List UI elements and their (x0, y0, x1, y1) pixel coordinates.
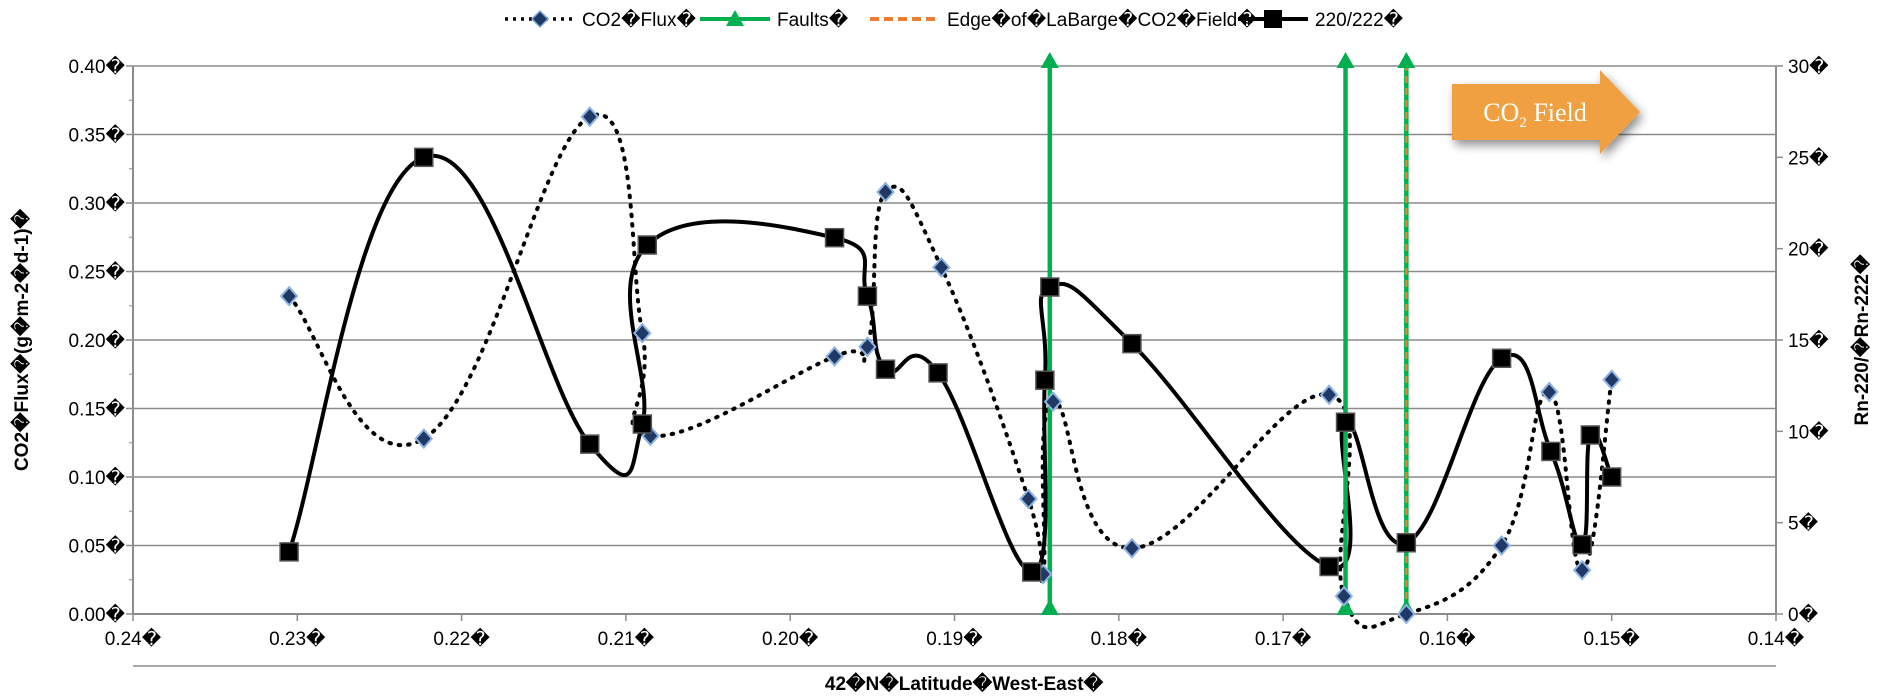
co2-field-label: CO2 Field (1483, 98, 1587, 131)
co2-flux-point (1334, 585, 1354, 607)
x-axis-title: 42�N�Latitude�West-East� (825, 672, 1104, 695)
legend-item-edge: Edge�of�LaBarge�CO2�Field� (870, 8, 1257, 31)
legend-label-edge: Edge�of�LaBarge�CO2�Field� (947, 8, 1257, 31)
x-tick-label: 0.18� (1091, 627, 1148, 650)
co2-flux-point (1539, 381, 1559, 403)
right-y-tick-label: 25� (1788, 146, 1829, 169)
ratio-220-222-point (1035, 370, 1055, 390)
co2-flux-point (858, 336, 877, 358)
ratio-220-222-point (1601, 467, 1622, 487)
ratio-220-222-point (1122, 333, 1142, 354)
x-axis-ticks: 0.24� 0.23� 0.22� 0.21� 0.20� 0.19� 0.18� 0.17�… (105, 614, 1805, 650)
co2-flux-point (1019, 488, 1038, 510)
ratio-220-222-point (1319, 556, 1339, 577)
co2-flux-point (825, 345, 844, 367)
diamond-marker-icon (530, 9, 550, 29)
ratio-220-222-point (1580, 425, 1601, 445)
triangle-marker-icon (726, 10, 744, 26)
co2-flux-point (1492, 534, 1511, 557)
legend-item-220-222: 220/222� (1238, 8, 1404, 31)
co2-flux-point (632, 322, 652, 344)
ratio-220-222-point (580, 434, 600, 454)
right-y-tick-label: 15� (1788, 329, 1829, 352)
co2-flux-point (1572, 559, 1592, 581)
fault-triangle-marker (1336, 599, 1355, 615)
co2-flux-point (876, 181, 895, 203)
ratio-220-222-point (1541, 441, 1561, 462)
co2-field-callout: CO2 Field (1452, 70, 1640, 154)
co2-flux-point (414, 428, 434, 450)
right-y-tick-label: 5� (1788, 512, 1819, 535)
fault-triangle-marker (1040, 599, 1059, 615)
right-y-tick-label: 0� (1788, 603, 1819, 626)
co2-flux-point (279, 285, 299, 307)
legend: CO2�Flux� Faults� Edge�of�LaBarge�CO2�Fi… (505, 8, 1404, 31)
right-y-tick-label: 20� (1788, 238, 1829, 261)
left-y-tick-label: 0.15� (69, 398, 126, 421)
x-tick-label: 0.17� (1255, 627, 1312, 650)
ratio-220-222-point (857, 286, 878, 306)
ratio-220-222-point (1040, 277, 1060, 297)
left-y-tick-label: 0.10� (69, 466, 126, 489)
left-y-tick-label: 0.05� (69, 535, 126, 558)
left-y-tick-label: 0.30� (69, 192, 126, 215)
co2-field-arrow (1452, 70, 1640, 154)
co2-flux-point (1319, 384, 1339, 406)
fault-triangle-marker (1040, 52, 1059, 68)
ratio-220-222-point (1396, 533, 1417, 553)
co2-flux-point (1043, 391, 1063, 413)
x-tick-label: 0.16� (1419, 627, 1476, 650)
legend-label-220-222: 220/222� (1315, 8, 1404, 31)
co2-flux-point (1602, 369, 1622, 391)
ratio-220-222-point (1572, 534, 1592, 555)
left-y-axis-ticks: 0.00� 0.05� 0.10� 0.15� 0.20� 0.25� 0.30� 0.35�… (69, 55, 133, 626)
ratio-220-222-point (824, 227, 845, 248)
ratio-220-222-point (1491, 348, 1512, 369)
right-y-axis-ticks: 0� 5� 10� 15� 20� 25� 30� (1776, 55, 1829, 626)
x-tick-label: 0.14� (1748, 627, 1805, 650)
ratio-220-222-point (279, 542, 299, 562)
legend-label-co2-flux: CO2�Flux� (582, 8, 696, 31)
right-y-tick-label: 10� (1788, 420, 1829, 443)
legend-item-faults: Faults� (700, 8, 849, 31)
series-markers (279, 106, 1622, 625)
co2-flux-point (932, 256, 951, 278)
series-line-co2-flux (287, 112, 1614, 630)
fault-triangle-marker (1397, 52, 1416, 68)
ratio-220-222-point (414, 147, 434, 168)
x-tick-label: 0.24� (105, 627, 162, 650)
co2-flux-point (1396, 603, 1416, 625)
left-y-tick-label: 0.20� (69, 329, 126, 352)
x-tick-label: 0.20� (762, 627, 819, 650)
fault-triangle-marker (1336, 52, 1355, 68)
square-marker-icon (1264, 10, 1282, 28)
x-tick-label: 0.19� (926, 627, 983, 650)
legend-label-faults: Faults� (777, 8, 849, 31)
right-y-axis-title: Rn-220/�Rn-222� (1850, 254, 1873, 425)
ratio-220-222-point (1335, 412, 1356, 432)
ratio-220-222-point (1021, 562, 1042, 582)
ratio-220-222-point (928, 363, 948, 383)
left-y-tick-label: 0.35� (69, 124, 126, 147)
right-y-tick-label: 30� (1788, 55, 1829, 78)
left-y-tick-label: 0.40� (69, 55, 126, 78)
co2-flux-point (580, 106, 600, 128)
x-tick-label: 0.15� (1583, 627, 1640, 650)
ratio-220-222-point (632, 414, 653, 434)
ratio-220-222-point (875, 359, 896, 379)
legend-item-co2-flux: CO2�Flux� (505, 8, 696, 31)
x-tick-label: 0.23� (269, 627, 326, 650)
x-tick-label: 0.22� (433, 627, 490, 650)
left-y-tick-label: 0.25� (69, 261, 126, 284)
ratio-220-222-point (637, 235, 658, 255)
co2-flux-point (1122, 537, 1142, 559)
left-y-axis-title: CO2�Flux�(g�m-2�d-1)� (10, 208, 33, 471)
x-tick-label: 0.21� (598, 627, 655, 650)
left-y-tick-label: 0.00� (69, 603, 126, 626)
